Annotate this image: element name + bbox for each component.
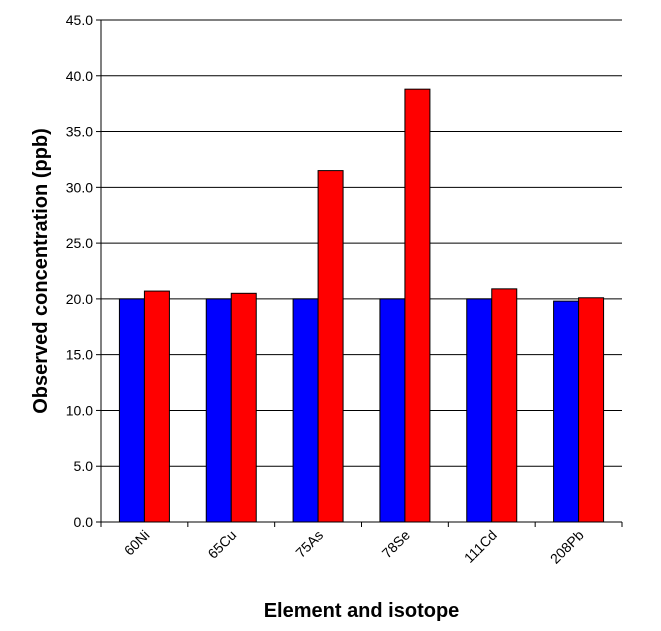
bar-208Pb-series-1	[553, 300, 580, 523]
y-tick-label: 25.0	[66, 235, 93, 251]
bars	[118, 88, 605, 523]
y-tick-label: 30.0	[66, 179, 93, 195]
x-tick-label: 75As	[292, 527, 326, 561]
bar-75As-series-1	[292, 298, 319, 523]
y-tick-label: 5.0	[74, 458, 94, 474]
y-tick-label: 35.0	[66, 124, 93, 140]
x-tick-label: 78Se	[379, 527, 414, 562]
x-tick-label: 60Ni	[121, 527, 153, 559]
y-tick-label: 20.0	[66, 291, 93, 307]
bar-111Cd-series-2	[491, 288, 518, 523]
y-axis-title: Observed concentration (ppb)	[30, 128, 52, 414]
x-axis-title: Element and isotope	[264, 600, 460, 622]
bar-111Cd-series-1	[466, 298, 493, 523]
bar-65Cu-series-2	[230, 292, 257, 523]
x-tick-label: 111Cd	[461, 527, 500, 566]
y-tick-label: 45.0	[66, 12, 93, 28]
bar-75As-series-2	[317, 170, 344, 523]
bar-78Se-series-2	[404, 88, 431, 523]
gridlines	[101, 19, 622, 467]
bar-208Pb-series-2	[578, 297, 605, 523]
y-tick-label: 15.0	[66, 347, 93, 363]
y-tick-label: 10.0	[66, 402, 93, 418]
x-tick-label: 65Cu	[204, 527, 239, 562]
x-tick-label: 208Pb	[547, 527, 587, 567]
bar-60Ni-series-2	[143, 290, 170, 523]
bar-60Ni-series-1	[118, 298, 145, 523]
bar-78Se-series-1	[379, 298, 406, 523]
axes	[96, 19, 623, 527]
bar-65Cu-series-1	[205, 298, 232, 523]
y-tick-label: 0.0	[74, 514, 94, 530]
y-tick-label: 40.0	[66, 68, 93, 84]
